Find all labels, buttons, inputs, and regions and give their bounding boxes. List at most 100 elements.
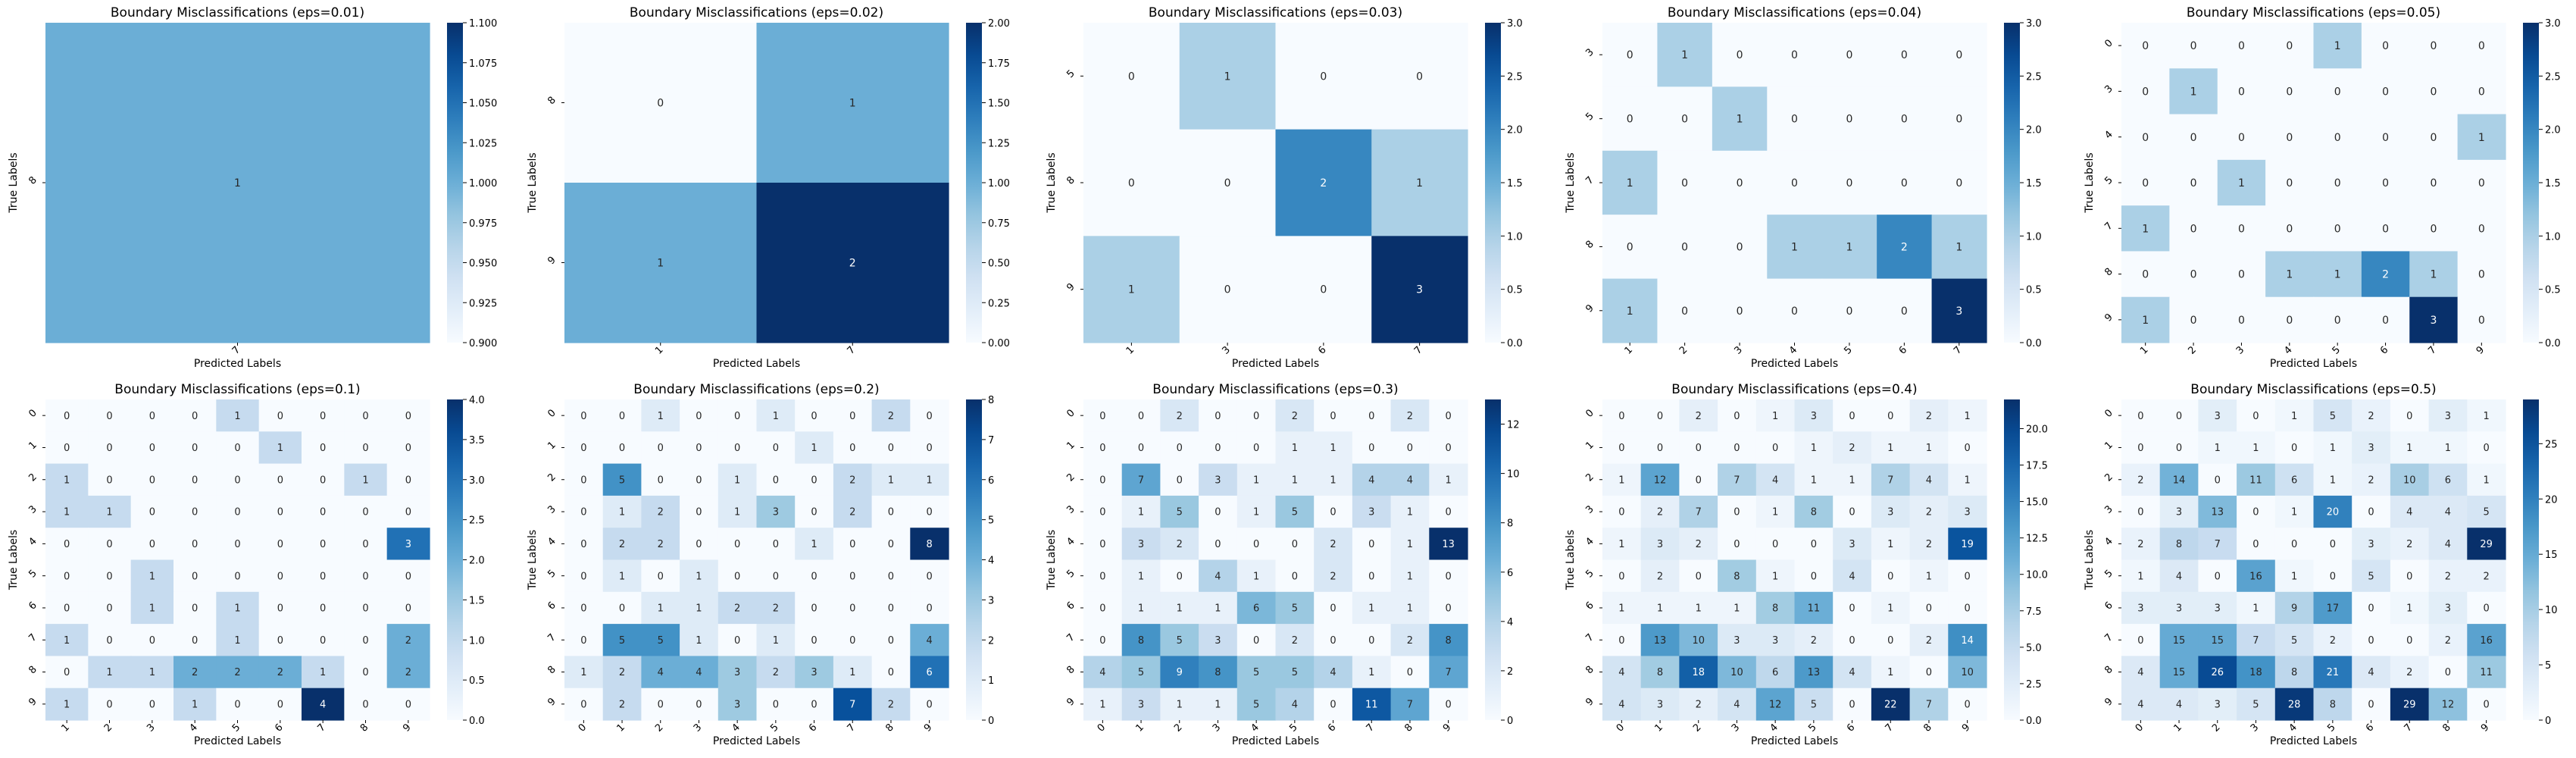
cell-value-label: 1 [1128,284,1135,296]
y-tick-label: 4 [1064,536,1077,548]
cell-value-label: 0 [234,443,240,454]
heatmap-cell [174,624,217,656]
heatmap-cell [2159,688,2199,721]
colorbar-tick-label: 0.0 [469,716,485,727]
heatmap-cell [1314,591,1353,625]
heatmap-cell [1121,431,1161,465]
cell-value-label: 1 [1618,603,1624,615]
cell-value-label: 4 [1849,571,1855,582]
cell-value-label: 0 [1099,635,1105,647]
heatmap-cell [2313,495,2352,528]
heatmap-cell [1909,463,1949,496]
heatmap-cell [1718,656,1757,689]
cell-value-label: 2 [619,667,625,678]
heatmap-cell [1794,528,1834,561]
heatmap-cell [2198,591,2237,625]
heatmap-cell [1314,431,1353,465]
cell-value-label: 0 [657,98,664,110]
cell-value-label: 0 [2406,635,2412,647]
cell-value-label: 0 [927,443,933,454]
cell-value-label: 1 [888,475,894,486]
heatmap-cell [174,399,217,432]
heatmap-cell [2390,463,2430,496]
heatmap-cell [910,559,949,593]
heatmap-cell [2159,656,2199,689]
cell-value-label: 0 [1955,114,1962,126]
x-tick-label: 6 [1845,722,1857,734]
heatmap-cell [1236,591,1277,625]
y-tick-label: 2 [27,471,39,484]
cell-value-label: 0 [2291,443,2297,454]
cell-value-label: 0 [619,603,625,615]
heatmap-cell [1199,463,1238,496]
colorbar-tick-label: 3.0 [1507,18,1523,30]
heatmap-cell [386,463,430,496]
heatmap-cell [2409,296,2459,343]
heatmap-cell [910,431,949,465]
y-tick-label: 8 [1064,174,1077,186]
cell-value-label: 3 [1416,284,1423,296]
cell-value-label: 1 [619,571,625,582]
cell-value-label: 0 [1772,443,1778,454]
heatmap-cell [2274,528,2315,561]
heatmap-cell [1236,528,1277,561]
x-tick-label: 8 [2440,722,2453,734]
cell-value-label: 0 [1849,603,1855,615]
colorbar-tick-label: 0 [2545,716,2551,727]
heatmap-cell [1236,656,1277,689]
heatmap-cell [833,688,873,721]
heatmap-cell [258,463,302,496]
x-tick-label: 2 [2186,344,2198,356]
heatmap-cell [1755,591,1796,625]
cell-value-label: 0 [320,443,326,454]
y-axis-label: True Labels [1046,530,1058,590]
cell-value-label: 0 [2382,177,2389,190]
cell-value-label: 0 [1446,700,1452,711]
heatmap-cell [1236,688,1277,721]
cell-value-label: 3 [1955,305,1962,318]
heatmap-cell [717,688,758,721]
cell-value-label: 2 [1926,507,1932,518]
x-axis-label: Predicted Labels [2270,735,2357,747]
heatmap-cell [2313,656,2352,689]
heatmap-cell [302,528,345,561]
cell-value-label: 3 [1772,635,1778,647]
colorbar-tick-label: 15.0 [2026,497,2048,509]
cell-value-label: 2 [2445,571,2451,582]
cell-value-label: 13 [1654,635,1667,647]
heatmap-cell [795,463,834,496]
heatmap-cell [1275,463,1315,496]
heatmap-cell [1429,495,1468,528]
heatmap-cell [1718,431,1757,465]
heatmap-cell [1640,624,1680,656]
heatmap-cell [1314,688,1353,721]
cell-value-label: 0 [2334,223,2341,235]
heatmap-cell [795,495,834,528]
cell-value-label: 12 [1654,475,1667,486]
cell-value-label: 0 [149,635,155,647]
heatmap-cell [2159,624,2199,656]
heatmap-cell [2198,399,2237,432]
cell-value-label: 0 [658,571,664,582]
heatmap-cell [216,399,260,432]
colorbar-tick-label: 0 [988,716,994,727]
x-tick-label: 4 [730,722,742,734]
cell-value-label: 1 [1330,475,1336,486]
cell-value-label: 0 [888,635,894,647]
heatmap-cell [756,591,796,625]
heatmap-cell [2159,463,2199,496]
cell-value-label: 0 [2382,315,2389,327]
colorbar-tick-label: 10 [1507,469,1520,481]
colorbar-tick-label: 2.5 [469,515,485,527]
heatmap-cell [88,495,132,528]
cell-value-label: 7 [1887,475,1893,486]
cell-value-label: 0 [1733,539,1740,550]
heatmap-cell [1083,591,1123,625]
y-tick-label: 8 [2102,266,2115,278]
heatmap-cell [1657,215,1713,280]
cell-value-label: 0 [811,571,817,582]
x-tick-label: 6 [273,722,285,734]
cell-value-label: 1 [1887,667,1893,678]
heatmap-cell [2467,528,2506,561]
heatmap-cell [88,591,132,625]
